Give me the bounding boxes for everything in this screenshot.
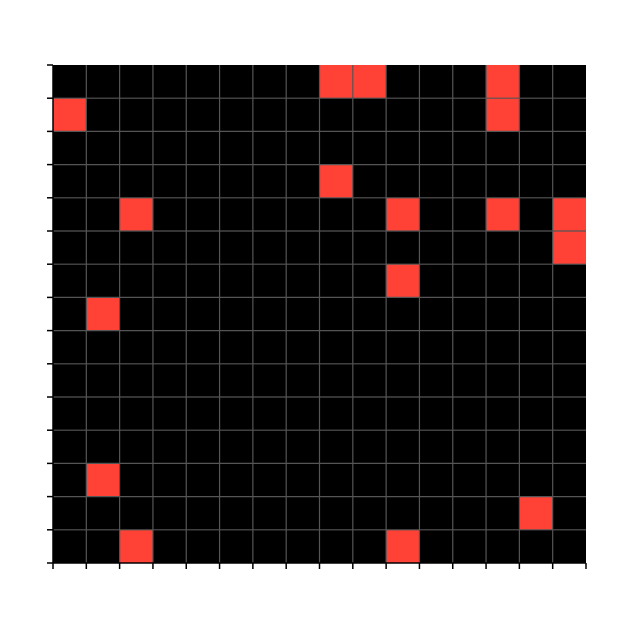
filled-cell — [552, 197, 586, 231]
filled-cell — [386, 529, 420, 563]
filled-cell — [352, 65, 387, 99]
filled-cell — [552, 231, 586, 265]
filled-cell — [519, 496, 553, 530]
filled-cell — [486, 65, 520, 99]
filled-cell — [486, 98, 520, 132]
plot-area — [47, 64, 587, 569]
filled-cell — [319, 164, 353, 198]
filled-cell — [386, 264, 420, 298]
filled-cell — [86, 463, 120, 497]
filled-cell — [53, 98, 87, 132]
filled-cell — [486, 197, 520, 231]
filled-cell — [386, 197, 420, 231]
filled-cell — [86, 297, 120, 331]
filled-cell — [319, 65, 353, 99]
filled-cell — [119, 197, 153, 231]
filled-cell — [119, 529, 153, 563]
